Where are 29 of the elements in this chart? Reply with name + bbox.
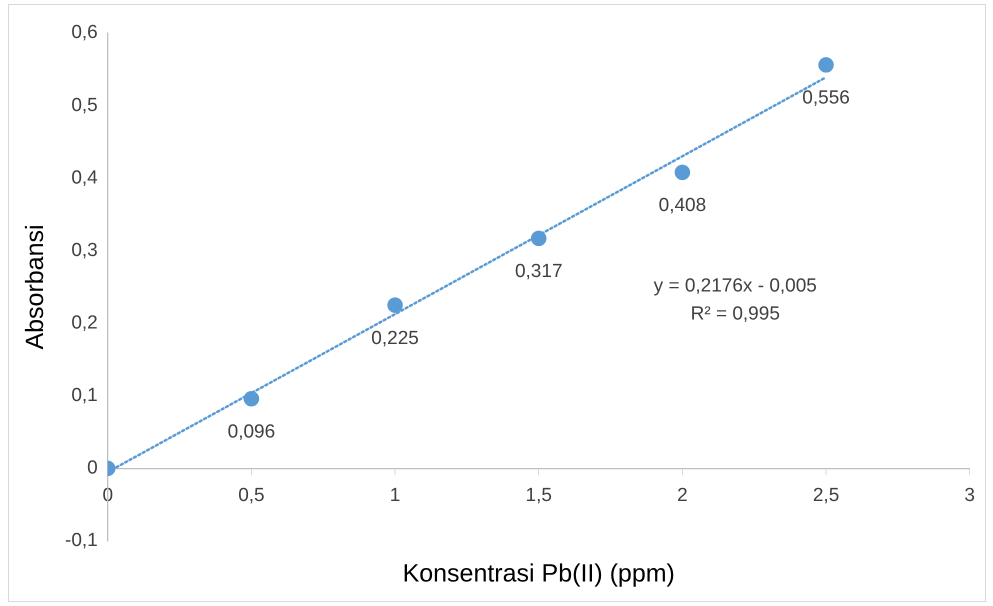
x-tick-label: 0	[102, 485, 114, 506]
y-tick-label: 0,4	[71, 167, 98, 188]
data-label: 0,096	[228, 421, 276, 442]
point	[387, 297, 403, 313]
x-tick-label: 1	[390, 485, 400, 506]
point	[244, 391, 260, 407]
y-tick-label: -0,1	[64, 530, 98, 552]
x-tick-label: 2,5	[812, 485, 840, 506]
y-tick-label: 0,5	[71, 94, 98, 116]
x-tick-label: 3	[964, 485, 976, 506]
y-tick-label: 0,1	[71, 385, 98, 406]
y-tick-label: 0	[87, 458, 98, 479]
x-tick-label: 0,5	[238, 485, 265, 506]
x-tick-label: 2	[677, 485, 688, 506]
x-axis-title: Konsentrasi Pb(II) (ppm)	[402, 559, 675, 588]
point	[530, 230, 546, 246]
y-tick-label: 0,2	[71, 312, 98, 334]
data-label: 0,225	[371, 328, 419, 349]
data-label: 0,408	[658, 195, 706, 216]
point	[674, 164, 690, 180]
x-tick-label: 1,5	[526, 485, 552, 506]
annotation: y = 0,2176x - 0,005	[654, 276, 817, 297]
y-axis-title: Absorbansi	[20, 224, 49, 350]
annotation: R² = 0,995	[690, 304, 780, 325]
point	[818, 57, 834, 73]
data-label: 0,556	[802, 88, 850, 109]
y-tick-label: 0,3	[71, 240, 98, 261]
y-tick-label: 0,6	[71, 22, 98, 44]
data-label: 0,317	[514, 261, 562, 282]
